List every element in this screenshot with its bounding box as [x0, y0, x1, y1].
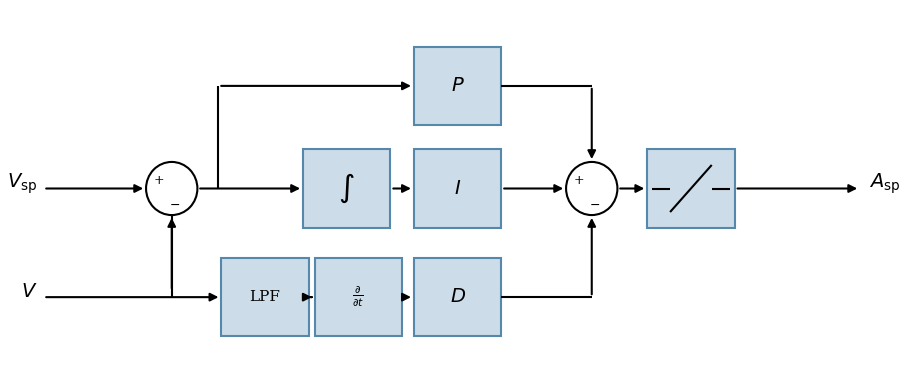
Text: LPF: LPF: [250, 290, 281, 304]
Text: $-$: $-$: [168, 198, 180, 211]
Bar: [414, 258, 501, 336]
Bar: [315, 258, 402, 336]
Bar: [303, 149, 390, 228]
Bar: [222, 258, 309, 336]
Bar: [647, 149, 735, 228]
Text: $D$: $D$: [450, 288, 465, 306]
Text: $\frac{\partial}{\partial t}$: $\frac{\partial}{\partial t}$: [352, 285, 365, 309]
Text: $-$: $-$: [589, 198, 600, 211]
Text: $\int$: $\int$: [338, 172, 355, 205]
Text: +: +: [154, 174, 164, 187]
Bar: [414, 149, 501, 228]
Text: $A_{\mathrm{sp}}$: $A_{\mathrm{sp}}$: [870, 172, 900, 196]
Text: $V$: $V$: [21, 284, 37, 301]
Bar: [414, 47, 501, 125]
Text: +: +: [574, 174, 585, 187]
Text: $V_{\mathrm{sp}}$: $V_{\mathrm{sp}}$: [7, 172, 37, 196]
Text: $P$: $P$: [451, 77, 464, 95]
Text: $I$: $I$: [454, 179, 462, 198]
